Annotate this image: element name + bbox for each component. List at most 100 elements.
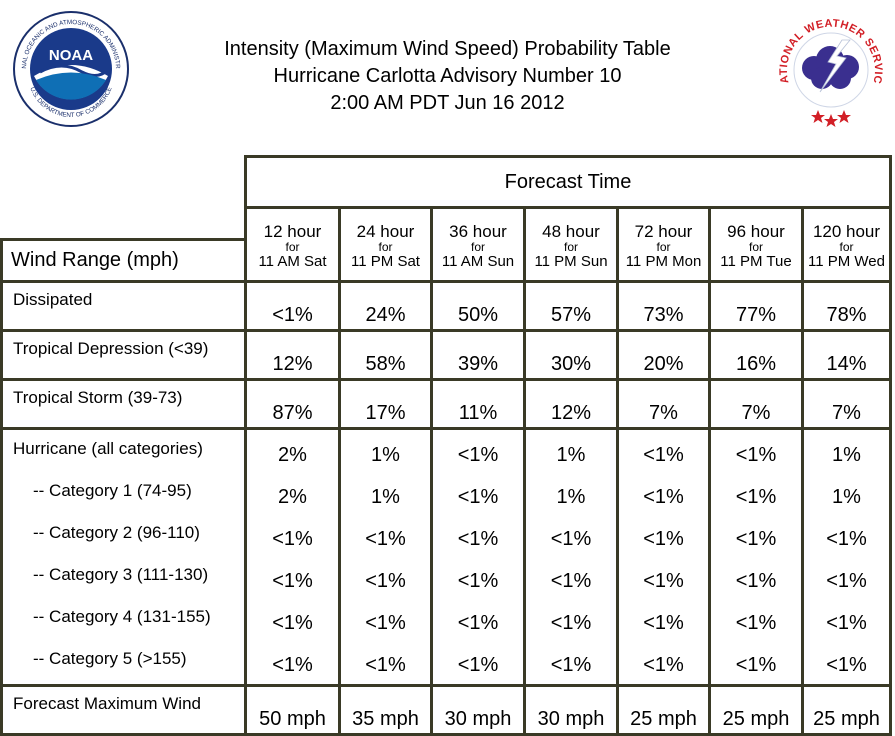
title-line-2: Hurricane Carlotta Advisory Number 10 (273, 65, 622, 87)
table-cell: <1% (550, 654, 592, 676)
table-cell: 24% (338, 280, 433, 332)
table-cell: <1% (272, 528, 313, 550)
table-cell: 39% (430, 329, 526, 381)
table-cell: <1% (272, 612, 313, 634)
table-cell: <1% (550, 570, 592, 592)
table-cell: 50 mph (244, 684, 341, 736)
page-title: Intensity (Maximum Wind Speed) Probabili… (140, 36, 755, 117)
table-cell: 25 mph (801, 684, 892, 736)
table-cell: <1% (643, 612, 684, 634)
hurricane-column: 1% 1% <1% <1% <1% <1% (523, 427, 619, 687)
table-row: Dissipated <1% 24% 50% 57% 73% 77% 78% (0, 280, 892, 332)
hurricane-column: <1% <1% <1% <1% <1% <1% (708, 427, 804, 687)
hurricane-column: 1% 1% <1% <1% <1% <1% (801, 427, 892, 687)
hurricane-column: <1% <1% <1% <1% <1% <1% (616, 427, 711, 687)
row-label-hurricane: Hurricane (all categories) (13, 439, 203, 458)
table-cell: <1% (457, 612, 499, 634)
table-corner-blank-2 (2, 208, 246, 240)
table-cell: 30 mph (430, 684, 526, 736)
table-cell: <1% (457, 654, 499, 676)
table-cell: 16% (708, 329, 804, 381)
table-cell: <1% (826, 528, 867, 550)
row-label-category-5: -- Category 5 (>155) (33, 649, 187, 668)
wind-range-header: Wind Range (mph) (0, 238, 247, 283)
table-cell: <1% (643, 486, 684, 508)
table-cell: 14% (801, 329, 892, 381)
column-header: 48 hour for 11 PM Sun (523, 206, 619, 283)
probability-table: Forecast Time 12 hour for 11 AM Sat 24 hou… (0, 155, 892, 736)
table-cell: 1% (832, 444, 861, 466)
hurricane-column: <1% <1% <1% <1% <1% <1% (430, 427, 526, 687)
column-header: 12 hour for 11 AM Sat (244, 206, 341, 283)
table-cell: 17% (338, 378, 433, 430)
table-cell: 58% (338, 329, 433, 381)
table-cell: 87% (244, 378, 341, 430)
column-header: 120 hour for 11 PM Wed (801, 206, 892, 283)
column-header: 36 hour for 11 AM Sun (430, 206, 526, 283)
table-cell: 30 mph (523, 684, 619, 736)
table-cell: <1% (550, 528, 592, 550)
table-cell: 7% (616, 378, 711, 430)
table-cell: <1% (643, 654, 684, 676)
table-cell: 1% (371, 444, 400, 466)
table-cell: 12% (523, 378, 619, 430)
table-cell: <1% (365, 570, 406, 592)
table-cell: <1% (735, 528, 777, 550)
table-cell: 2% (278, 444, 307, 466)
table-row: Tropical Depression (<39) 12% 58% 39% 30… (0, 329, 892, 381)
table-cell: 57% (523, 280, 619, 332)
table-row-hurricane-block: Hurricane (all categories) -- Category 1… (0, 427, 892, 687)
table-cell: 25 mph (708, 684, 804, 736)
table-cell: 25 mph (616, 684, 711, 736)
table-cell: 11% (430, 378, 526, 430)
hurricane-labels: Hurricane (all categories) -- Category 1… (0, 427, 247, 687)
table-cell: <1% (735, 612, 777, 634)
column-header: 72 hour for 11 PM Mon (616, 206, 711, 283)
table-cell: 78% (801, 280, 892, 332)
table-cell: <1% (365, 528, 406, 550)
table-cell: <1% (272, 570, 313, 592)
table-cell: 35 mph (338, 684, 433, 736)
row-label-category-3: -- Category 3 (111-130) (33, 565, 209, 584)
table-cell: <1% (365, 654, 406, 676)
table-cell: <1% (643, 528, 684, 550)
column-header: 96 hour for 11 PM Tue (708, 206, 804, 283)
row-label-category-4: -- Category 4 (131-155) (33, 607, 211, 626)
table-cell: <1% (735, 444, 777, 466)
table-cell: 7% (801, 378, 892, 430)
table-cell: <1% (735, 570, 777, 592)
hurricane-column: 2% 2% <1% <1% <1% <1% (244, 427, 341, 687)
title-line-1: Intensity (Maximum Wind Speed) Probabili… (224, 38, 671, 60)
nws-logo: NATIONAL WEATHER SERVICE (768, 1, 890, 128)
table-cell: <1% (457, 486, 499, 508)
table-cell: <1% (457, 444, 499, 466)
table-cell: <1% (826, 570, 867, 592)
table-cell: <1% (457, 570, 499, 592)
table-row: Forecast Maximum Wind 50 mph 35 mph 30 m… (0, 684, 892, 736)
table-cell: <1% (365, 612, 406, 634)
table-cell: 20% (616, 329, 711, 381)
table-cell: 7% (708, 378, 804, 430)
table-cell: <1% (826, 612, 867, 634)
forecast-time-header: Forecast Time (244, 155, 892, 209)
title-line-3: 2:00 AM PDT Jun 16 2012 (330, 92, 565, 114)
table-cell: 77% (708, 280, 804, 332)
row-label-category-1: -- Category 1 (74-95) (33, 481, 192, 500)
table-cell: <1% (735, 486, 777, 508)
row-label-dissipated: Dissipated (0, 280, 247, 332)
row-label-forecast-max-wind: Forecast Maximum Wind (0, 684, 247, 736)
table-cell: 73% (616, 280, 711, 332)
table-cell: <1% (643, 570, 684, 592)
table-cell: <1% (244, 280, 341, 332)
row-label-tropical-storm: Tropical Storm (39-73) (0, 378, 247, 430)
table-cell: <1% (643, 444, 684, 466)
table-cell: <1% (826, 654, 867, 676)
table-cell: 2% (278, 486, 307, 508)
column-header: 24 hour for 11 PM Sat (338, 206, 433, 283)
table-cell: 1% (832, 486, 861, 508)
noaa-logo: NOAA NATIONAL OCEANIC AND ATMOSPHERIC AD… (10, 5, 130, 128)
table-cell: <1% (550, 612, 592, 634)
table-cell: <1% (272, 654, 313, 676)
table-corner-blank (2, 157, 246, 208)
table-cell: 30% (523, 329, 619, 381)
